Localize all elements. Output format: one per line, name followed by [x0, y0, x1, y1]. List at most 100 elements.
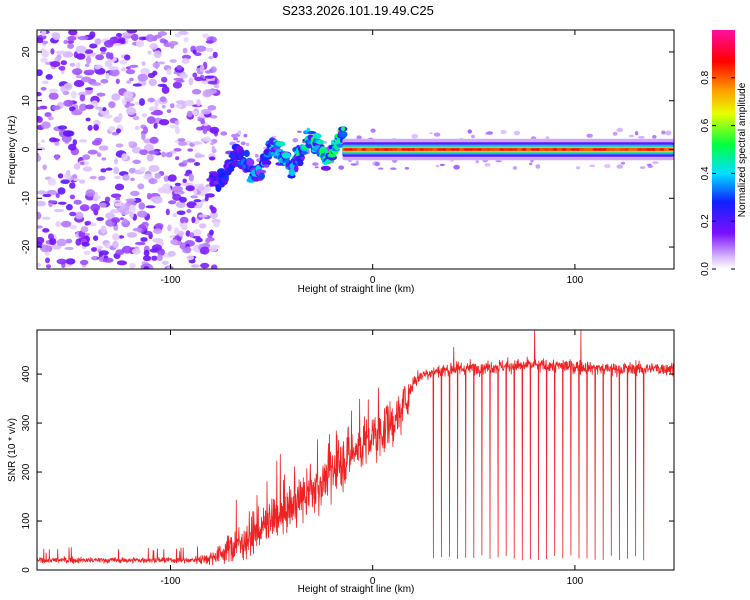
- spectrogram-blob: [177, 138, 186, 142]
- spectrogram-blob: [98, 175, 106, 181]
- spectrogram-blob: [123, 90, 134, 99]
- spectrogram-blob: [122, 218, 128, 225]
- spectrogram-ytick-label: -10: [21, 191, 32, 206]
- spectrogram-blob: [73, 163, 81, 170]
- spectrogram-blob: [205, 238, 211, 244]
- carrier-peak: [476, 148, 483, 151]
- spectrogram-blob: [102, 257, 114, 263]
- spectrogram-blob: [134, 241, 146, 246]
- spectrogram-blob: [188, 77, 194, 86]
- spectrogram-blob: [161, 104, 166, 109]
- spectrogram-blob: [132, 83, 142, 87]
- spectrogram-blob: [95, 54, 104, 61]
- spectrogram-blob: [154, 172, 162, 179]
- spectrogram-blob: [114, 202, 122, 207]
- spectrogram-blob: [199, 246, 210, 255]
- carrier-peak: [605, 148, 612, 151]
- spectrogram-blob: [202, 128, 208, 135]
- spectrogram-blob: [111, 217, 121, 224]
- spectrogram-blob: [199, 64, 205, 73]
- spectrogram-blob: [99, 46, 107, 53]
- spectrogram-blob: [182, 222, 187, 229]
- spectrogram-blob: [37, 236, 45, 244]
- spectrogram-blob: [100, 51, 106, 55]
- carrier-peak: [405, 148, 412, 151]
- colorbar-gradient: [712, 30, 735, 269]
- spectrogram-speckle: [616, 127, 624, 133]
- spectrogram-blob: [207, 80, 218, 85]
- spectrogram-blob: [61, 134, 72, 143]
- carrier-peak: [370, 148, 377, 151]
- spectrogram-blob: [198, 214, 208, 218]
- spectrogram-blob: [37, 154, 42, 162]
- carrier-peak: [641, 148, 648, 151]
- carrier-peak: [427, 148, 434, 151]
- spectrogram-speckle: [616, 164, 623, 169]
- spectrogram-blob: [91, 247, 97, 252]
- spectrogram-speckle: [439, 163, 445, 167]
- spectrogram-blob: [60, 179, 70, 184]
- carrier-peak: [365, 148, 372, 151]
- spectrogram-blob: [170, 43, 175, 49]
- spectrogram-blob: [128, 204, 136, 213]
- carrier-peak: [396, 148, 403, 151]
- spectrogram-blob: [169, 59, 177, 63]
- spectrogram-blob: [94, 65, 101, 70]
- carrier-peak: [579, 148, 586, 151]
- spectrogram-xtick-label: -100: [160, 275, 180, 286]
- spectrogram-blob: [73, 178, 80, 182]
- spectrogram-blob: [246, 158, 255, 167]
- spectrogram-blob: [138, 202, 146, 210]
- spectrogram-blob: [186, 209, 192, 213]
- spectrogram-blob: [57, 173, 64, 179]
- spectrogram-blob: [143, 266, 150, 269]
- spectrogram-blob: [151, 244, 162, 251]
- spectrogram-blob: [147, 150, 159, 155]
- spectrogram-blob: [128, 141, 134, 146]
- spectrogram-blob: [210, 66, 217, 73]
- spectrogram-blob: [37, 69, 43, 77]
- carrier-peak: [343, 148, 350, 151]
- spectrogram-blob: [184, 101, 195, 106]
- carrier-peak: [383, 148, 390, 151]
- spectrogram-speckle: [297, 130, 302, 133]
- spectrogram-blob: [54, 154, 60, 161]
- spectrogram-blob: [129, 77, 134, 82]
- spectrogram-blob: [139, 98, 145, 106]
- snr-axes: -100 0 100 0 100 200 300 400: [21, 330, 674, 587]
- spectrogram-blob: [172, 193, 182, 201]
- carrier-peak: [481, 148, 488, 151]
- spectrogram-blob: [105, 51, 111, 59]
- spectrogram-speckle: [411, 133, 419, 139]
- spectrogram-blob: [288, 168, 296, 176]
- spectrogram-blob: [104, 60, 113, 68]
- spectrogram-blob: [167, 250, 176, 257]
- spectrogram-blob: [48, 200, 58, 204]
- spectrogram-blob: [108, 126, 116, 132]
- spectrogram-blob: [120, 217, 124, 221]
- spectrogram-blob: [294, 164, 299, 173]
- carrier-peak: [499, 148, 506, 151]
- spectrogram-blob: [195, 237, 203, 243]
- spectrogram-blob: [63, 99, 74, 107]
- spectrogram-blob: [259, 172, 265, 180]
- spectrogram-blob: [75, 45, 87, 53]
- spectrogram-blob: [202, 33, 210, 39]
- spectrogram-speckle: [495, 160, 503, 163]
- spectrogram-blob: [37, 116, 43, 123]
- spectrogram-blob: [57, 125, 68, 130]
- spectrogram-blob: [100, 79, 109, 84]
- spectrogram-blob: [85, 189, 96, 197]
- carrier-peak: [352, 148, 359, 151]
- spectrogram-blob: [105, 212, 115, 220]
- spectrogram-blob: [76, 61, 81, 70]
- spectrogram-blob: [132, 115, 140, 121]
- spectrogram-blob: [209, 115, 218, 119]
- carrier-peak: [374, 148, 381, 151]
- spectrogram-blob: [131, 248, 141, 255]
- spectrogram-blob: [115, 78, 120, 85]
- spectrogram-blob: [209, 245, 218, 252]
- spectrogram-blob: [78, 139, 88, 143]
- spectrogram-blob: [116, 260, 127, 266]
- spectrogram-blob: [157, 83, 167, 87]
